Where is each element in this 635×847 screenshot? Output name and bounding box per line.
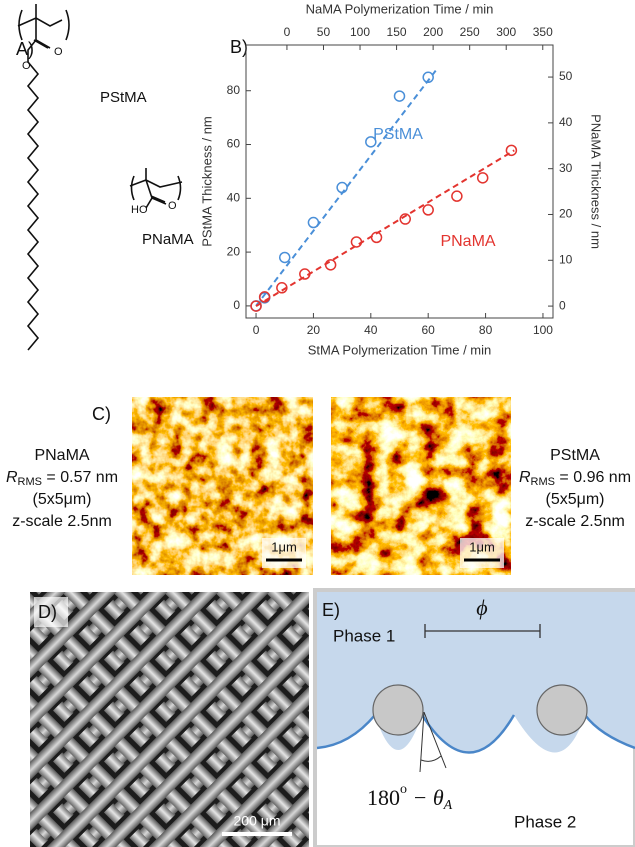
y2-tick-label: 50 xyxy=(559,69,573,83)
atom-label: O xyxy=(168,200,177,212)
bracket xyxy=(19,10,69,40)
y-axis-label: PStMA Thickness / nm xyxy=(199,116,214,247)
y2-axis-label: PNaMA Thickness / nm xyxy=(589,114,604,249)
value: = 0.96 nm xyxy=(555,469,631,486)
x-tick-label: 20 xyxy=(307,323,321,337)
z-scale: z-scale 2.5nm xyxy=(525,513,625,530)
x2-tick-label: 0 xyxy=(284,25,291,39)
x2-tick-label: 300 xyxy=(496,25,516,39)
x-tick-label: 100 xyxy=(533,323,553,337)
x-tick-label: 40 xyxy=(364,323,378,337)
y2-tick-label: 0 xyxy=(559,298,566,312)
polymer-name: PStMA xyxy=(100,89,147,106)
x-tick-label: 80 xyxy=(479,323,493,337)
phase-label: Phase 2 xyxy=(514,812,576,831)
polymer-name: PNaMA xyxy=(142,231,194,248)
series-label: PStMA xyxy=(373,126,423,143)
angle-base: 180 xyxy=(367,785,400,810)
y2-tick-label: 30 xyxy=(559,161,573,175)
sem-image xyxy=(30,592,309,847)
atom-label: O xyxy=(22,60,31,72)
angle-sub: A xyxy=(443,798,453,813)
marker xyxy=(478,173,488,183)
marker xyxy=(452,191,462,201)
page: { "panel_a": {"label": "A)", "monomer_1"… xyxy=(0,0,635,847)
fit-line xyxy=(256,150,514,306)
plot-frame xyxy=(246,45,553,318)
figure: A) O O PStMA HO O PNaMA B) 0204060801000… xyxy=(0,0,635,847)
panel-label: E) xyxy=(322,600,340,620)
y2-tick-label: 10 xyxy=(559,252,573,266)
spacing-label: ϕ xyxy=(476,595,487,620)
x2-tick-label: 200 xyxy=(423,25,443,39)
x2-tick-label: 350 xyxy=(533,25,553,39)
sample-name: PNaMA xyxy=(34,447,89,464)
y2-tick-label: 20 xyxy=(559,207,573,221)
alkyl-chain xyxy=(28,62,38,350)
acid xyxy=(146,168,166,208)
panel-label: D) xyxy=(38,602,57,622)
backbone xyxy=(130,180,182,187)
y-tick-label: 20 xyxy=(227,244,241,258)
symbol: R xyxy=(519,469,531,486)
roughness: RRMS = 0.96 nm xyxy=(519,469,631,488)
x-tick-label: 0 xyxy=(253,323,260,337)
y-tick-label: 0 xyxy=(233,298,240,312)
series-label: PNaMA xyxy=(440,233,495,250)
x2-tick-label: 150 xyxy=(387,25,407,39)
scan-size: (5x5μm) xyxy=(33,491,92,508)
y-tick-label: 60 xyxy=(227,137,241,151)
subscript: RMS xyxy=(531,476,555,488)
marker xyxy=(351,237,361,247)
angle-label: 180o − θA xyxy=(367,782,453,813)
x2-tick-label: 50 xyxy=(317,25,331,39)
y2-tick-label: 40 xyxy=(559,115,573,129)
scale-bar-label: 1μm xyxy=(469,539,495,554)
panel-label: B) xyxy=(230,37,248,57)
marker xyxy=(326,260,336,270)
angle-rest: − θ xyxy=(407,785,444,810)
sample-name: PStMA xyxy=(550,447,600,464)
panel-label: A) xyxy=(16,39,34,59)
panel-a xyxy=(18,4,182,350)
scale-bar-label: 1μm xyxy=(271,539,297,554)
marker xyxy=(423,205,433,215)
x-axis-label: StMA Polymerization Time / min xyxy=(308,342,492,357)
y-tick-label: 40 xyxy=(227,190,241,204)
phase-label: Phase 1 xyxy=(333,626,395,645)
atom-label: O xyxy=(54,46,63,58)
angle-sup: o xyxy=(400,782,407,797)
marker xyxy=(395,91,405,101)
z-scale: z-scale 2.5nm xyxy=(12,513,112,530)
value: = 0.57 nm xyxy=(42,469,118,486)
marker xyxy=(506,145,516,155)
atom-label: HO xyxy=(131,204,148,216)
backbone xyxy=(18,18,62,26)
panel-label: C) xyxy=(92,404,111,424)
marker xyxy=(308,218,318,228)
scan-size: (5x5μm) xyxy=(546,491,605,508)
x2-tick-label: 100 xyxy=(350,25,370,39)
y-tick-label: 80 xyxy=(227,83,241,97)
x2-axis-label: NaMA Polymerization Time / min xyxy=(306,1,494,16)
marker xyxy=(337,183,347,193)
x-tick-label: 60 xyxy=(422,323,436,337)
roughness: RRMS = 0.57 nm xyxy=(6,469,118,488)
symbol: R xyxy=(6,469,18,486)
scale-bar-label: 200 μm xyxy=(234,813,281,829)
bracket xyxy=(132,176,181,200)
subscript: RMS xyxy=(18,476,42,488)
marker xyxy=(280,252,290,262)
x2-tick-label: 250 xyxy=(460,25,480,39)
